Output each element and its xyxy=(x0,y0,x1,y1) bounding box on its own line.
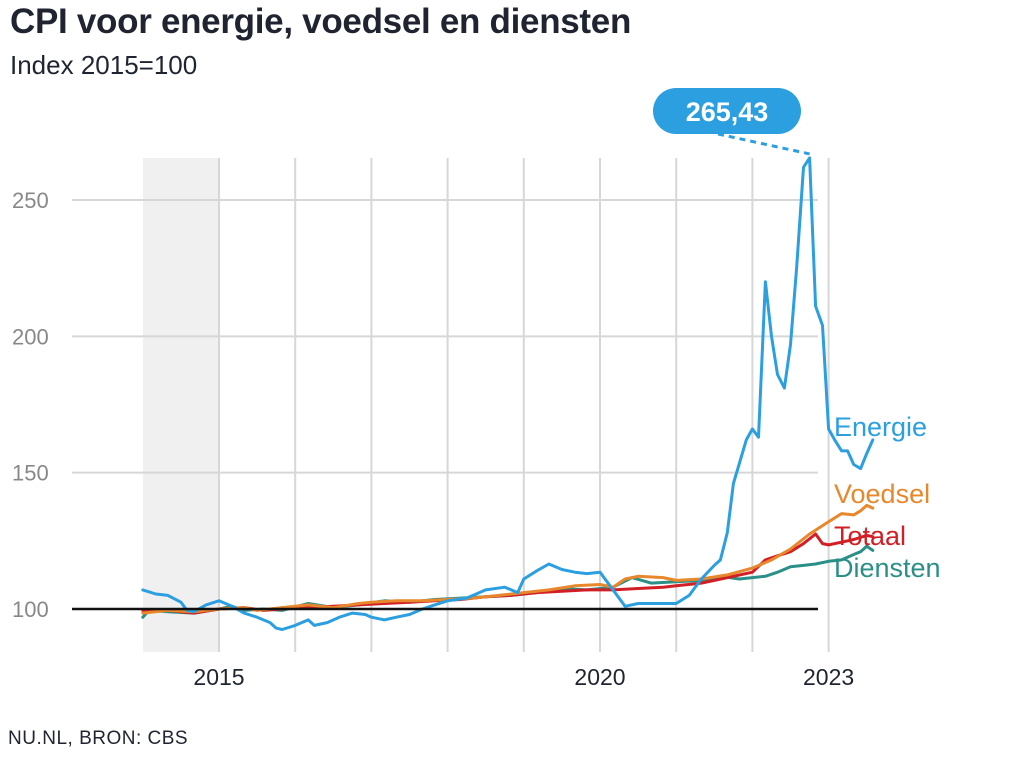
x-tick-label: 2015 xyxy=(193,664,244,690)
series-line-totaal xyxy=(141,532,875,615)
y-tick-label: 250 xyxy=(12,188,49,213)
chart-title: CPI voor energie, voedsel en diensten xyxy=(10,2,632,41)
callout-pill xyxy=(653,88,801,134)
series-label-diensten: Diensten xyxy=(834,553,941,583)
y-tick-label: 100 xyxy=(12,597,49,622)
series-label-energie: Energie xyxy=(834,412,927,442)
source-note: NU.NL, BRON: CBS xyxy=(8,728,189,749)
x-tick-label: 2023 xyxy=(803,664,854,690)
series-label-totaal: Totaal xyxy=(834,521,906,551)
callout-label: 265,43 xyxy=(686,97,769,127)
x-tick-label: 2020 xyxy=(574,664,625,690)
callout-leader xyxy=(717,132,810,156)
series-line-energie xyxy=(141,156,875,631)
series-label-voedsel: Voedsel xyxy=(834,479,930,509)
y-tick-label: 150 xyxy=(12,461,49,486)
shaded-period xyxy=(143,158,219,652)
chart-subtitle: Index 2015=100 xyxy=(10,50,198,80)
series-line-voedsel xyxy=(141,503,875,615)
y-tick-label: 200 xyxy=(12,324,49,349)
series-line-diensten xyxy=(141,544,875,619)
